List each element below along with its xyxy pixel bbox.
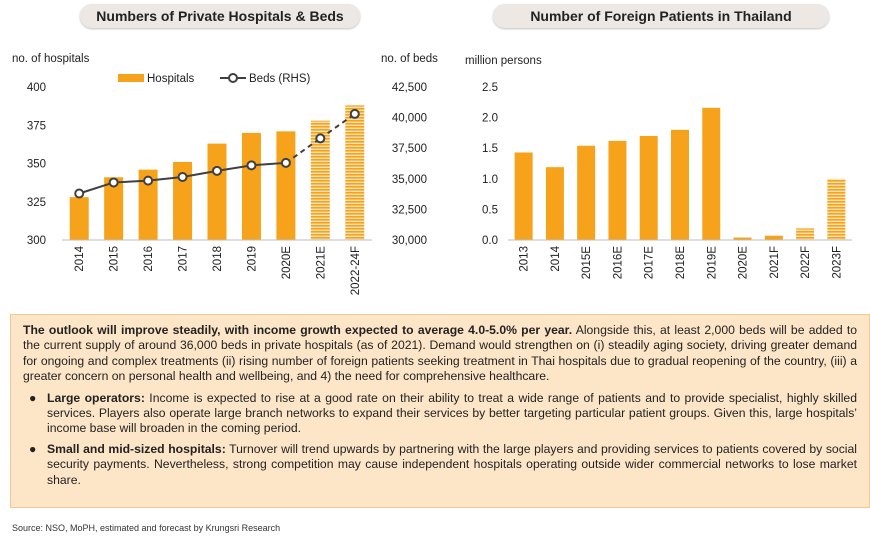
y2-tick-label: 42,500 [392, 82, 427, 94]
beds-point [349, 108, 360, 119]
patients-bar [545, 167, 564, 240]
y-tick-label: 2.5 [482, 82, 498, 94]
chart1-ylabel: no. of hospitals [12, 53, 90, 65]
bullet-large-operators-title: Large operators: [47, 390, 145, 405]
x-tick-label: 2022-24F [350, 246, 362, 295]
hospital-bar [104, 177, 124, 240]
x-tick-label: 2021E [315, 246, 327, 280]
beds-point [108, 177, 119, 188]
patients-bar [639, 135, 658, 240]
legend-beds-marker [228, 73, 238, 83]
beds-point [74, 188, 85, 199]
beds-point [280, 157, 291, 168]
beds-line-segment [251, 161, 286, 167]
x-tick-label: 2015E [581, 246, 593, 280]
bullet-small-hospitals-text: Turnover will trend upwards by partnerin… [47, 441, 857, 487]
x-tick-label: 2015 [109, 246, 121, 272]
chart1-title: Numbers of Private Hospitals & Beds [80, 4, 360, 28]
outlook-headline: The outlook will improve steadily, with … [23, 323, 573, 337]
x-tick-label: 2020E [281, 246, 293, 280]
foreign-patients-chart: million persons 0.0 0.5 1.0 1.5 2.0 2.5 2013 20… [465, 55, 852, 280]
y-tick-label: 0.5 [482, 204, 498, 216]
chart2-title: Number of Foreign Patients in Thailand [493, 4, 829, 28]
bullet-small-hospitals: ● Small and mid-sized hospitals: Turnove… [23, 442, 857, 488]
beds-line-segment [285, 137, 321, 164]
patients-bar [827, 178, 846, 240]
bullet-large-operators-text: Income is expected to rise at a good rat… [47, 390, 857, 436]
source-note: Source: NSO, MoPH, estimated and forecas… [12, 523, 281, 533]
y2-tick-label: 35,000 [392, 174, 427, 186]
y2-tick-label: 37,500 [392, 143, 427, 155]
bullet-small-hospitals-title: Small and mid-sized hospitals: [47, 441, 226, 456]
hospital-bar [69, 197, 89, 240]
hospital-bar [276, 131, 296, 240]
bullet-dot: ● [29, 441, 37, 456]
beds-line-segment [182, 169, 218, 178]
beds-point [177, 171, 188, 182]
beds-point [315, 133, 326, 144]
legend-beds-label: Beds (RHS) [249, 73, 311, 85]
beds-point [143, 175, 154, 186]
bullet-large-operators: ● Large operators: Income is expected to… [23, 391, 857, 437]
outlook-body: Alongside this, at least 2,000 beds will… [23, 323, 857, 384]
legend-hospitals-label: Hospitals [147, 73, 195, 85]
x-tick-label: 2017E [644, 246, 656, 280]
hospital-bar [207, 143, 227, 240]
beds-point [246, 160, 257, 171]
x-tick-label: 2016E [612, 246, 624, 280]
x-tick-label: 2021F [769, 246, 781, 279]
x-tick-label: 2019E [706, 246, 718, 280]
patients-bar [671, 129, 689, 240]
x-tick-label: 2013 [519, 246, 531, 272]
x-tick-label: 2022F [800, 246, 812, 279]
hospital-bar [310, 120, 330, 240]
beds-line-segment [113, 179, 149, 184]
x-tick-label: 2020E [738, 246, 750, 280]
hospitals-beds-chart: no. of hospitals no. of beds Hospitals B… [12, 53, 438, 295]
x-tick-label: 2023F [831, 246, 843, 279]
x-tick-label: 2016 [143, 246, 155, 272]
y-tick-label: 400 [27, 82, 46, 94]
beds-line-segment [216, 164, 252, 172]
chart1-legend: Hospitals Beds (RHS) [118, 73, 311, 85]
x-tick-label: 2017 [178, 246, 190, 272]
y-tick-label: 300 [27, 235, 46, 247]
x-tick-label: 2014 [74, 245, 86, 271]
y-tick-label: 375 [27, 120, 46, 132]
patients-bar [577, 145, 596, 240]
chart1-y2label: no. of beds [381, 53, 438, 65]
legend-hospitals-swatch [118, 74, 144, 82]
hospital-bar [345, 105, 365, 240]
hospital-bar [138, 169, 158, 240]
y-tick-label: 325 [27, 197, 46, 209]
patients-bar [608, 140, 627, 240]
bullet-dot: ● [29, 390, 37, 405]
outlook-textbox: The outlook will improve steadily, with … [10, 314, 870, 508]
patients-bar [733, 237, 752, 240]
hospital-bar [241, 132, 261, 240]
x-tick-label: 2019 [246, 246, 258, 272]
x-tick-label: 2018 [212, 246, 224, 272]
y-tick-label: 350 [27, 159, 46, 171]
y-tick-label: 0.0 [482, 235, 498, 247]
hospital-bar [173, 161, 193, 240]
x-tick-label: 2014 [550, 245, 562, 271]
patients-bar [514, 152, 533, 240]
y2-tick-label: 30,000 [392, 235, 427, 247]
beds-line-segment [148, 175, 183, 182]
y-tick-label: 2.0 [482, 113, 498, 125]
patients-bar [796, 228, 815, 240]
beds-point [212, 165, 222, 176]
y-tick-label: 1.5 [482, 143, 498, 155]
patients-bar [764, 235, 783, 240]
x-tick-label: 2018E [675, 246, 687, 280]
patients-bar [702, 107, 721, 240]
y2-tick-label: 40,000 [392, 113, 427, 125]
beds-line-segment [319, 113, 356, 140]
y2-tick-label: 32,500 [392, 204, 427, 216]
beds-line-segment [78, 181, 114, 195]
outlook-paragraph: The outlook will improve steadily, with … [23, 323, 857, 385]
chart2-ylabel: million persons [465, 55, 542, 67]
y-tick-label: 1.0 [482, 174, 498, 186]
